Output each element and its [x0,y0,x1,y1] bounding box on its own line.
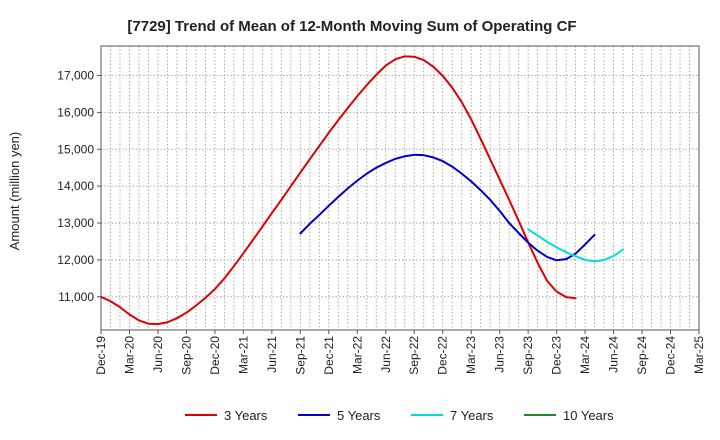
x-tick-label: Sep-23 [521,336,535,375]
y-tick-label: 12,000 [57,253,94,267]
x-tick-label: Dec-22 [436,336,450,375]
y-tick-label: 15,000 [57,142,94,156]
legend-label: 5 Years [337,408,381,423]
series-line-7-years [527,228,625,263]
x-tick-label: Sep-21 [293,336,307,375]
y-tick-label: 17,000 [57,69,94,83]
legend-label: 3 Years [224,408,268,423]
x-tick-label: Mar-21 [236,336,250,374]
x-tick-label: Dec-20 [208,336,222,375]
x-tick-label: Mar-23 [464,336,478,374]
x-tick-label: Jun-24 [607,336,621,373]
x-tick-label: Mar-20 [122,336,136,374]
y-tick-label: 11,000 [58,290,94,304]
y-tick-label: 13,000 [57,216,94,230]
plot-frame [100,45,700,331]
series-line-5-years [299,153,596,262]
y-axis-ticks: 11,000 12,000 13,000 14,000 15,000 16,000 17,0… [57,69,101,304]
series-lines [100,55,625,326]
x-tick-label: Dec-21 [322,336,336,375]
series-line-3-years [100,55,577,326]
x-tick-label: Mar-22 [350,336,364,374]
x-tick-label: Sep-22 [407,336,421,375]
y-tick-label: 14,000 [57,179,94,193]
x-tick-label: Sep-24 [635,336,649,375]
x-tick-label: Jun-20 [151,336,165,373]
x-tick-label: Dec-19 [94,336,108,375]
x-tick-label: Sep-20 [179,336,193,375]
legend-label: 10 Years [563,408,614,423]
x-tick-label: Dec-23 [550,336,564,375]
legend-label: 7 Years [450,408,494,423]
x-tick-label: Jun-21 [265,336,279,373]
chart-title: [7729] Trend of Mean of 12-Month Moving … [127,18,576,35]
x-axis-ticks: Dec-19 Mar-20 Jun-20 Sep-20 Dec-20 Mar-21 Jun-… [94,330,706,375]
legend: 3 Years 5 Years 7 Years 10 Years [185,408,614,423]
x-tick-label: Dec-24 [664,336,678,375]
x-tick-label: Mar-24 [578,336,592,374]
x-tick-label: Jun-22 [379,336,393,373]
y-tick-label: 16,000 [57,105,94,119]
y-axis-label: Amount (million yen) [7,132,22,251]
x-tick-label: Mar-25 [692,336,706,374]
x-tick-label: Jun-23 [493,336,507,373]
